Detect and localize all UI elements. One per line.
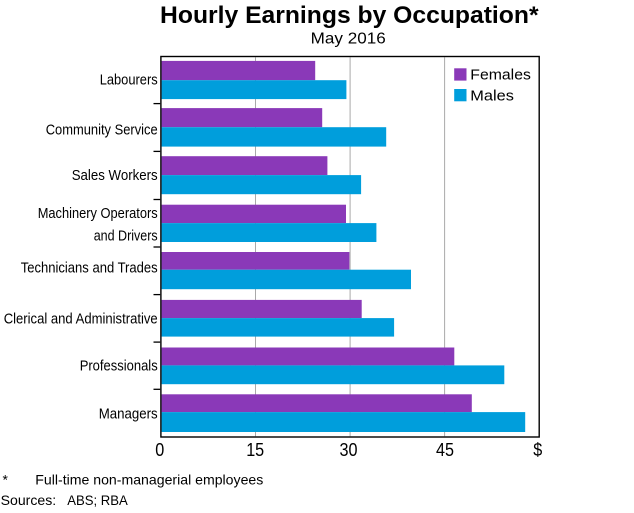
svg-text:Full-time non-managerial emplo: Full-time non-managerial employees: [35, 472, 263, 488]
svg-text:Professionals: Professionals: [80, 358, 158, 375]
svg-text:Clerical and Administrative: Clerical and Administrative: [4, 311, 158, 328]
svg-text:30: 30: [340, 440, 358, 460]
svg-text:*: *: [3, 472, 9, 488]
svg-text:Females: Females: [470, 67, 531, 84]
svg-text:15: 15: [246, 440, 264, 460]
svg-text:Hourly Earnings by Occupation*: Hourly Earnings by Occupation*: [160, 2, 539, 29]
svg-text:Sources:: Sources:: [1, 492, 57, 508]
svg-text:Sales Workers: Sales Workers: [72, 167, 158, 184]
svg-text:Managers: Managers: [99, 405, 158, 422]
svg-text:ABS; RBA: ABS; RBA: [67, 492, 128, 508]
svg-text:0: 0: [155, 440, 164, 460]
svg-text:Technicians and Trades: Technicians and Trades: [21, 259, 158, 276]
svg-text:and Drivers: and Drivers: [94, 227, 158, 244]
svg-text:May 2016: May 2016: [311, 31, 386, 48]
svg-text:$: $: [533, 440, 542, 460]
svg-text:45: 45: [436, 440, 454, 460]
svg-text:Males: Males: [470, 87, 514, 104]
svg-text:Machinery Operators: Machinery Operators: [38, 205, 158, 222]
svg-text:Community Service: Community Service: [46, 121, 158, 138]
svg-text:Labourers: Labourers: [100, 72, 158, 89]
